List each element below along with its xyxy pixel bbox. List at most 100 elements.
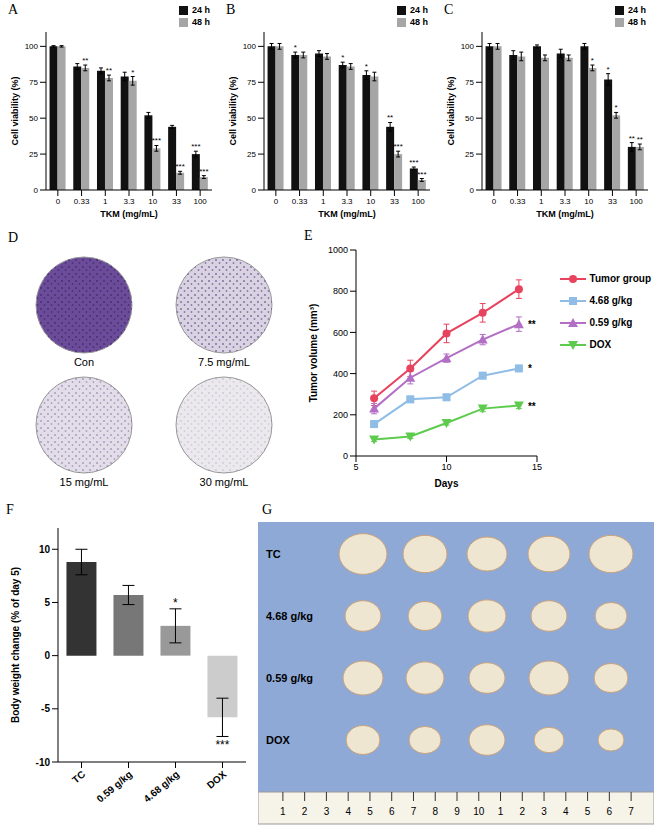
svg-text:100: 100: [629, 197, 643, 206]
svg-text:*: *: [365, 62, 368, 71]
svg-text:0.33: 0.33: [292, 197, 308, 206]
svg-text:TKM (mg/mL): TKM (mg/mL): [100, 209, 158, 219]
svg-text:10: 10: [473, 806, 485, 817]
svg-text:**: **: [387, 113, 393, 122]
svg-text:30 mg/mL: 30 mg/mL: [200, 476, 249, 488]
svg-text:4: 4: [345, 806, 351, 817]
svg-text:600: 600: [333, 328, 348, 338]
svg-text:9: 9: [454, 806, 460, 817]
svg-text:***: ***: [191, 142, 200, 151]
svg-text:100: 100: [243, 42, 257, 51]
svg-text:0: 0: [44, 650, 50, 661]
svg-text:*: *: [591, 56, 594, 65]
svg-text:0.33: 0.33: [510, 197, 526, 206]
svg-text:**: **: [528, 319, 536, 330]
svg-text:5: 5: [44, 597, 50, 608]
svg-text:1000: 1000: [328, 245, 348, 255]
svg-text:75: 75: [29, 78, 38, 87]
svg-text:1: 1: [321, 197, 326, 206]
svg-text:2: 2: [302, 806, 308, 817]
svg-text:15: 15: [532, 462, 542, 472]
svg-text:*: *: [528, 363, 532, 374]
svg-text:33: 33: [608, 197, 617, 206]
svg-text:***: ***: [175, 162, 184, 171]
svg-text:3: 3: [324, 806, 330, 817]
svg-text:3: 3: [541, 806, 547, 817]
svg-text:10: 10: [39, 544, 51, 555]
svg-text:Cell viability (%): Cell viability (%): [446, 76, 456, 145]
svg-text:Cell viability (%): Cell viability (%): [10, 76, 20, 145]
svg-text:1: 1: [280, 806, 286, 817]
svg-text:5: 5: [367, 806, 373, 817]
svg-text:8: 8: [432, 806, 438, 817]
svg-text:6: 6: [389, 806, 395, 817]
svg-text:*: *: [131, 68, 134, 77]
svg-text:0.59 g/kg: 0.59 g/kg: [266, 672, 313, 684]
svg-text:7: 7: [628, 806, 634, 817]
svg-text:*: *: [173, 596, 178, 610]
svg-text:0: 0: [34, 186, 39, 195]
svg-text:800: 800: [333, 286, 348, 296]
svg-text:4: 4: [563, 806, 569, 817]
svg-text:Con: Con: [74, 356, 94, 368]
svg-text:-10: -10: [36, 757, 51, 768]
svg-text:50: 50: [465, 114, 474, 123]
svg-text:50: 50: [247, 114, 256, 123]
svg-text:*: *: [294, 43, 297, 52]
svg-text:Body weight change (% of day 5: Body weight change (% of day 5): [10, 567, 21, 723]
svg-text:**: **: [82, 56, 88, 65]
svg-text:***: ***: [409, 158, 418, 167]
svg-text:***: ***: [417, 170, 426, 179]
svg-text:10: 10: [441, 462, 451, 472]
svg-text:2: 2: [520, 806, 526, 817]
svg-text:1: 1: [103, 197, 108, 206]
svg-text:3.3: 3.3: [123, 197, 135, 206]
svg-text:**: **: [106, 66, 112, 75]
svg-text:Days: Days: [435, 478, 459, 489]
svg-text:**: **: [637, 135, 643, 144]
svg-text:0.33: 0.33: [74, 197, 90, 206]
svg-text:4.68 g/kg: 4.68 g/kg: [266, 610, 313, 622]
svg-text:4.68 g/kg: 4.68 g/kg: [141, 769, 181, 805]
svg-text:25: 25: [465, 150, 474, 159]
svg-text:6: 6: [607, 806, 613, 817]
svg-text:0: 0: [56, 197, 61, 206]
svg-text:200: 200: [333, 410, 348, 420]
svg-text:***: ***: [199, 167, 208, 176]
svg-text:75: 75: [465, 78, 474, 87]
svg-text:DOX: DOX: [205, 768, 229, 791]
svg-text:25: 25: [29, 150, 38, 159]
svg-text:**: **: [528, 401, 536, 412]
svg-text:10: 10: [366, 197, 375, 206]
svg-text:DOX: DOX: [266, 734, 291, 746]
svg-text:TKM (mg/mL): TKM (mg/mL): [318, 209, 376, 219]
svg-text:**: **: [629, 134, 635, 143]
svg-text:0.59 g/kg: 0.59 g/kg: [94, 769, 134, 805]
svg-text:1: 1: [539, 197, 544, 206]
svg-text:0: 0: [274, 197, 279, 206]
svg-text:Tumor volume (mm³): Tumor volume (mm³): [308, 304, 319, 403]
svg-text:***: ***: [152, 136, 161, 145]
svg-text:1: 1: [498, 806, 504, 817]
svg-text:100: 100: [25, 42, 39, 51]
svg-text:TKM (mg/mL): TKM (mg/mL): [536, 209, 594, 219]
svg-text:7: 7: [411, 806, 417, 817]
svg-text:10: 10: [584, 197, 593, 206]
svg-text:33: 33: [172, 197, 181, 206]
svg-text:50: 50: [29, 114, 38, 123]
svg-text:5: 5: [353, 462, 358, 472]
svg-text:0: 0: [492, 197, 497, 206]
svg-text:*: *: [615, 103, 618, 112]
svg-text:33: 33: [390, 197, 399, 206]
svg-text:*: *: [607, 65, 610, 74]
svg-text:3.3: 3.3: [559, 197, 571, 206]
svg-text:75: 75: [247, 78, 256, 87]
svg-text:7.5 mg/mL: 7.5 mg/mL: [198, 356, 250, 368]
svg-text:100: 100: [193, 197, 207, 206]
svg-text:3.3: 3.3: [341, 197, 353, 206]
svg-text:25: 25: [247, 150, 256, 159]
svg-text:***: ***: [215, 738, 229, 752]
svg-text:***: ***: [393, 142, 402, 151]
svg-text:10: 10: [148, 197, 157, 206]
svg-text:Cell viability (%): Cell viability (%): [228, 76, 238, 145]
